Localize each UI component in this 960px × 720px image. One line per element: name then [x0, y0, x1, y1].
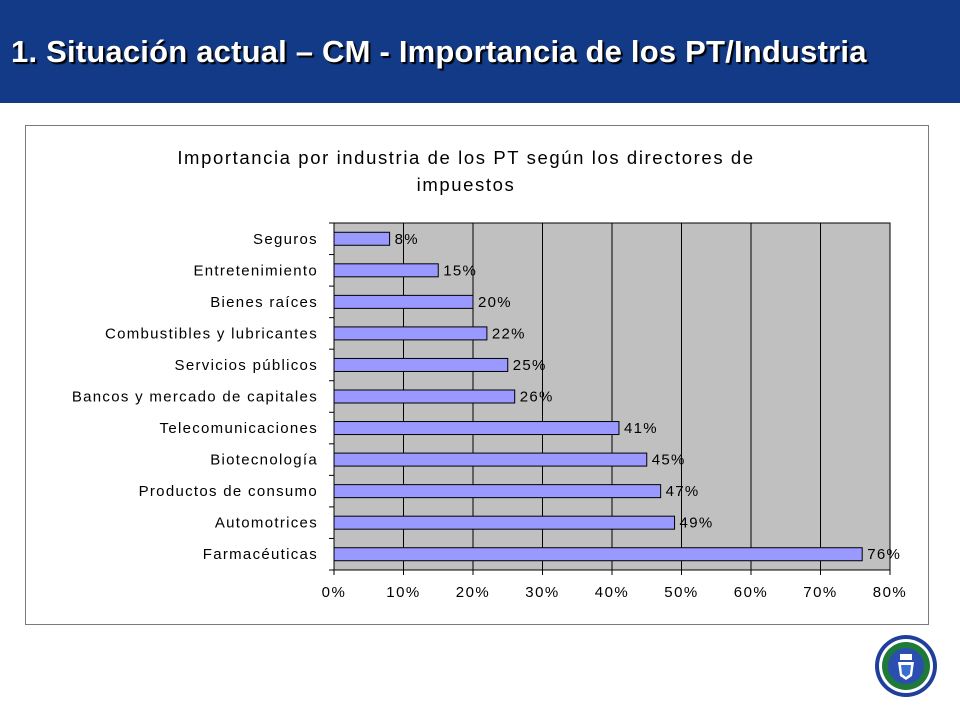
institution-seal-icon	[874, 634, 938, 698]
x-tick-label: 30%	[525, 584, 560, 601]
data-label: 76%	[867, 546, 901, 563]
category-label: Farmacéuticas	[203, 546, 318, 563]
data-label: 26%	[520, 389, 554, 406]
category-label: Automotrices	[215, 515, 318, 532]
data-label: 8%	[395, 231, 419, 248]
bar	[334, 548, 862, 561]
bar	[334, 485, 661, 498]
bar-chart: 0% 10% 20% 30% 40% 50% 60% 70% 80% Seguros 8% Entre…	[26, 126, 928, 624]
bar	[334, 295, 473, 308]
data-label: 20%	[478, 294, 512, 311]
data-label: 41%	[624, 420, 658, 437]
category-label: Servicios públicos	[175, 357, 318, 374]
category-label: Combustibles y lubricantes	[105, 325, 318, 342]
bar	[334, 358, 508, 371]
bar	[334, 232, 390, 245]
data-label: 47%	[666, 483, 700, 500]
slide-header: 1. Situación actual – CM - Importancia d…	[0, 0, 960, 103]
category-label: Bienes raíces	[210, 294, 318, 311]
slide-title: 1. Situación actual – CM - Importancia d…	[11, 34, 867, 70]
bar	[334, 327, 487, 340]
category-label: Seguros	[253, 231, 318, 248]
x-tick-label: 0%	[322, 584, 347, 601]
data-label: 15%	[443, 262, 477, 279]
bar	[334, 422, 619, 435]
x-tick-label: 10%	[386, 584, 421, 601]
category-label: Productos de consumo	[139, 483, 318, 500]
bar	[334, 453, 647, 466]
chart-frame: Importancia por industria de los PT segú…	[25, 125, 929, 625]
x-tick-label: 70%	[803, 584, 838, 601]
category-label: Biotecnología	[210, 452, 318, 469]
data-label: 45%	[652, 452, 686, 469]
data-label: 25%	[513, 357, 547, 374]
x-tick-label: 40%	[595, 584, 630, 601]
x-tick-label: 20%	[456, 584, 491, 601]
data-label: 22%	[492, 325, 526, 342]
bar	[334, 390, 515, 403]
category-label: Bancos y mercado de capitales	[72, 389, 318, 406]
x-tick-label: 60%	[734, 584, 769, 601]
category-label: Entretenimiento	[193, 262, 318, 279]
bar	[334, 516, 675, 529]
bar	[334, 264, 438, 277]
category-label: Telecomunicaciones	[160, 420, 318, 437]
x-tick-label: 50%	[664, 584, 699, 601]
data-label: 49%	[680, 515, 714, 532]
x-tick-label: 80%	[873, 584, 908, 601]
